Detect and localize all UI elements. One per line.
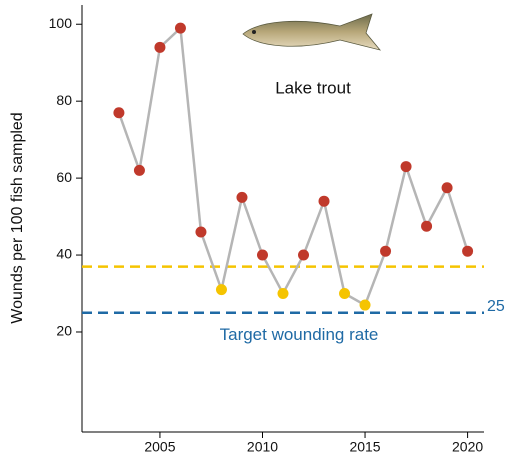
reference-value-label: 25 xyxy=(487,298,505,315)
data-point xyxy=(134,165,145,176)
data-point xyxy=(380,246,391,257)
data-point xyxy=(442,182,453,193)
chart: Lake trout Wounds per 100 fish sampled 2… xyxy=(0,0,508,456)
series-line xyxy=(119,28,468,305)
y-tick-label: 40 xyxy=(56,246,72,262)
data-point xyxy=(339,288,350,299)
annotation: Lake trout xyxy=(275,78,351,97)
data-point xyxy=(154,42,165,53)
fish-icon xyxy=(243,14,380,50)
x-tick-label: 2005 xyxy=(144,439,175,455)
data-point xyxy=(195,226,206,237)
data-point xyxy=(175,23,186,34)
data-point xyxy=(421,221,432,232)
x-tick-label: 2020 xyxy=(452,439,483,455)
data-point xyxy=(236,192,247,203)
data-point xyxy=(278,288,289,299)
data-point xyxy=(298,250,309,261)
y-tick-label: 80 xyxy=(56,92,72,108)
data-point xyxy=(257,250,268,261)
data-point xyxy=(216,284,227,295)
data-point xyxy=(319,196,330,207)
y-tick-label: 60 xyxy=(56,169,72,185)
data-point xyxy=(401,161,412,172)
data-point xyxy=(113,107,124,118)
x-tick-label: 2015 xyxy=(349,439,380,455)
data-point xyxy=(360,300,371,311)
x-tick-label: 2010 xyxy=(247,439,278,455)
reference-label: Target wounding rate xyxy=(220,325,379,344)
data-point xyxy=(462,246,473,257)
page: Lake trout Wounds per 100 fish sampled 2… xyxy=(0,0,508,456)
y-tick-label: 100 xyxy=(49,15,73,31)
y-axis-label: Wounds per 100 fish sampled xyxy=(9,112,26,323)
y-tick-label: 20 xyxy=(56,323,72,339)
